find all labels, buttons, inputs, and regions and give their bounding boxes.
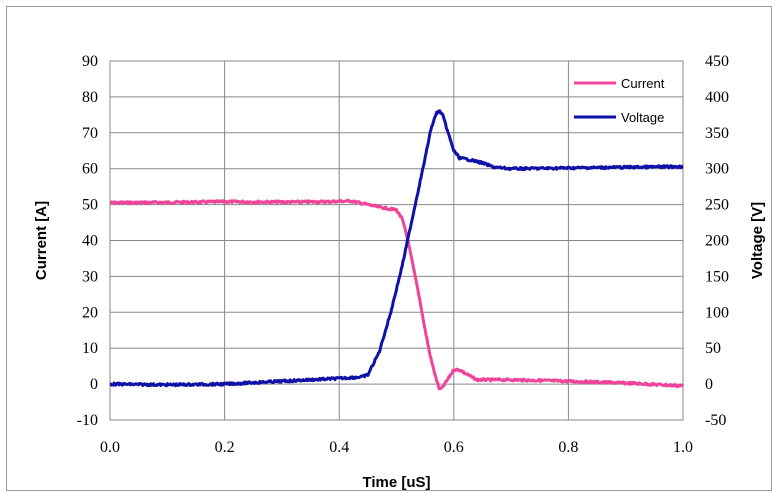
y2-tick-label: 0 xyxy=(705,376,713,393)
series-line-current xyxy=(109,198,685,391)
legend-label-voltage: Voltage xyxy=(621,110,664,125)
y2-tick-label: 400 xyxy=(705,89,729,106)
x-tick-label: 0.2 xyxy=(215,439,235,456)
y-tick-label: 90 xyxy=(82,53,98,70)
y-axis-title-voltage: Voltage [V] xyxy=(749,202,766,279)
y2-tick-label: 250 xyxy=(705,197,729,214)
y2-tick-label: 350 xyxy=(705,125,729,142)
x-tick-label: 0.4 xyxy=(329,439,349,456)
legend-label-current: Current xyxy=(621,76,665,91)
x-tick-label: 0.0 xyxy=(100,439,120,456)
y-tick-label: -10 xyxy=(77,412,98,429)
y2-tick-label: 200 xyxy=(705,233,729,250)
y2-tick-label: 50 xyxy=(705,340,721,357)
y-tick-label: 20 xyxy=(82,304,98,321)
y2-tick-label: 300 xyxy=(705,161,729,178)
y-tick-label: 80 xyxy=(82,89,98,106)
y2-tick-label: -50 xyxy=(705,412,726,429)
series-layer xyxy=(109,109,685,391)
y2-tick-label: 450 xyxy=(705,53,729,70)
x-tick-label: 0.6 xyxy=(444,439,464,456)
y-tick-label: 30 xyxy=(82,268,98,285)
chart-frame xyxy=(6,6,772,491)
y2-tick-label: 150 xyxy=(705,268,729,285)
x-tick-label: 0.8 xyxy=(558,439,578,456)
legend: Current Voltage xyxy=(574,76,665,125)
tick-labels: -10 0 10 20 30 40 50 60 70 80 90 -50 0 50 100 150 200 250… xyxy=(77,53,729,456)
x-axis-title: Time [uS] xyxy=(362,474,430,491)
plot-area-border xyxy=(109,60,684,421)
y-tick-label: 0 xyxy=(90,376,98,393)
y-tick-label: 70 xyxy=(82,125,98,142)
y-tick-label: 10 xyxy=(82,340,98,357)
grid xyxy=(109,60,684,421)
series-line-voltage xyxy=(109,109,684,388)
y-tick-label: 40 xyxy=(82,233,98,250)
y-axis-title-current: Current [A] xyxy=(33,201,50,280)
x-tick-label: 1.0 xyxy=(673,439,693,456)
y2-tick-label: 100 xyxy=(705,304,729,321)
y-tick-label: 50 xyxy=(82,197,98,214)
y-tick-label: 60 xyxy=(82,161,98,178)
